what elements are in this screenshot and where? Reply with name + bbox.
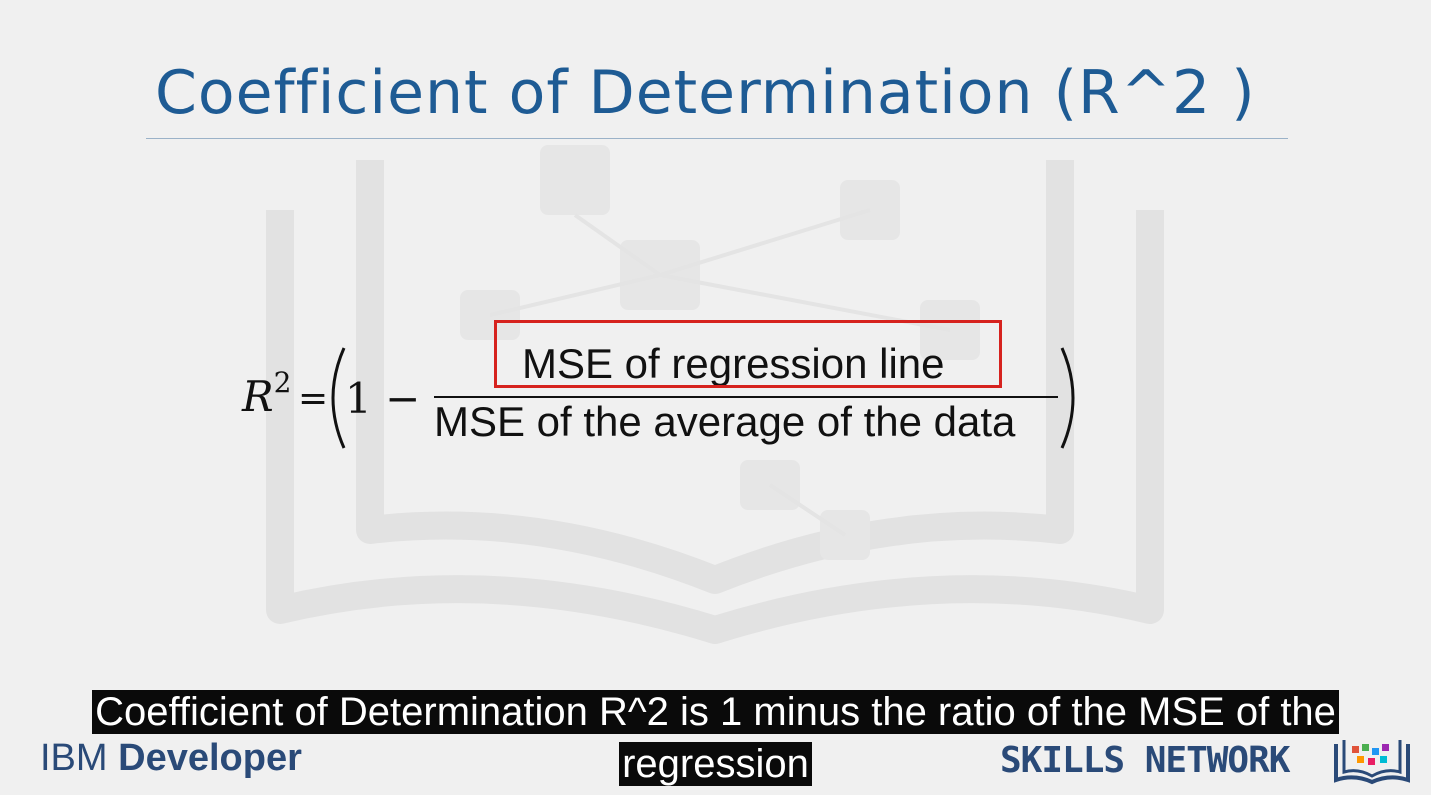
- formula-lhs-superscript: 2: [273, 366, 292, 399]
- title-divider: [146, 138, 1288, 139]
- skills-network-logo: SKILLS NETWORK: [1000, 740, 1290, 781]
- slide-title: Coefficient of Determination (R^2 ): [155, 58, 1256, 128]
- formula-equals: =: [298, 378, 329, 419]
- close-paren-icon: [1060, 347, 1075, 449]
- ibm-wordmark: IBM: [40, 737, 119, 779]
- caption-line-2: regression: [0, 738, 1431, 790]
- formula-lhs: R2: [242, 366, 291, 421]
- formula-numerator: MSE of regression line: [522, 340, 945, 387]
- book-network-watermark-icon: [266, 145, 1164, 644]
- fraction-bar: [434, 396, 1058, 398]
- ibm-developer-logo: IBM Developer: [40, 737, 302, 780]
- developer-wordmark: Developer: [118, 737, 302, 779]
- open-paren-icon: [331, 347, 346, 449]
- formula-denominator: MSE of the average of the data: [434, 398, 1016, 445]
- caption-text-2: regression: [619, 742, 812, 786]
- skills-network-book-icon: [1334, 740, 1410, 785]
- formula-one-minus: 1 −: [345, 374, 421, 423]
- numerator-highlight-box: [494, 320, 1002, 388]
- caption-text-1: Coefficient of Determination R^2 is 1 mi…: [92, 690, 1339, 734]
- formula-lhs-symbol: R: [242, 372, 274, 421]
- caption-line-1: Coefficient of Determination R^2 is 1 mi…: [0, 686, 1431, 738]
